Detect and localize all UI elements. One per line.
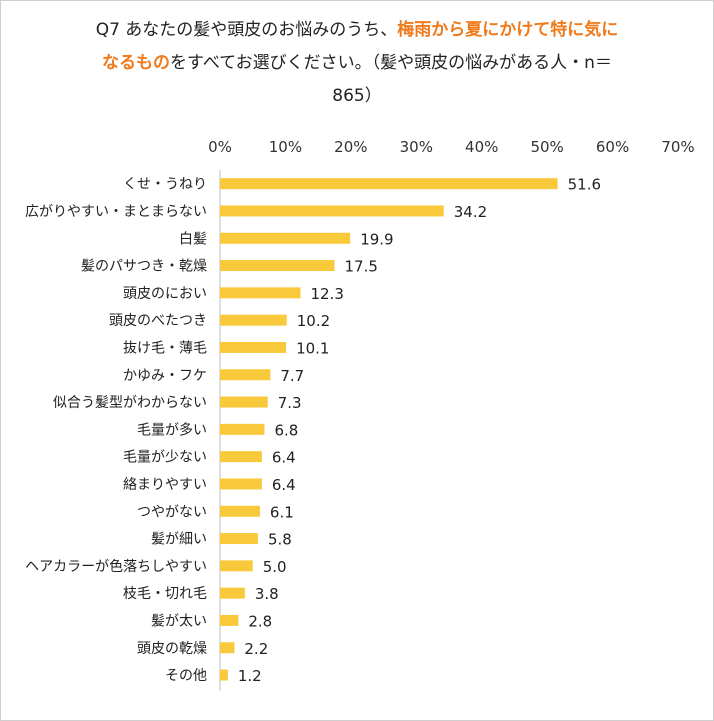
value-label: 5.0: [263, 558, 287, 576]
x-tick-label: 20%: [334, 138, 367, 156]
category-label: 似合う髪型がわからない: [53, 395, 207, 411]
bar: [220, 614, 239, 626]
value-labels: 51.6 34.2 19.9 17.512.3 10.2 10.1 7.7 7.3 6.8 6.4…: [238, 176, 601, 685]
value-label: 6.4: [272, 476, 296, 494]
category-label: その他: [165, 668, 207, 684]
bars: [220, 178, 558, 681]
bar: [220, 396, 268, 408]
category-label: 抜け毛・薄毛: [123, 340, 207, 356]
category-label: 広がりやすい・まとまらない: [25, 204, 207, 220]
bar: [220, 369, 271, 381]
bar: [220, 669, 228, 681]
value-label: 10.1: [296, 339, 329, 357]
bar: [220, 451, 262, 463]
bar: [220, 560, 253, 572]
value-label: 19.9: [360, 230, 393, 248]
value-label: 12.3: [310, 285, 343, 303]
category-label: つやがない: [137, 504, 207, 520]
x-tick-label: 30%: [400, 138, 433, 156]
title-highlight-2: なるもの: [102, 53, 171, 73]
category-labels: くせ・うねり広がりやすい・まとまらない白髪髪のパサつき・乾燥頭皮のにおい頭皮のべ…: [25, 177, 207, 684]
category-label: ヘアカラーが色落ちしやすい: [25, 558, 207, 575]
x-tick-label: 60%: [596, 138, 629, 156]
value-label: 2.8: [248, 612, 272, 630]
bar: [220, 287, 301, 299]
title-part-3: 865）: [332, 86, 382, 106]
bar: [220, 505, 260, 517]
x-tick-label: 40%: [465, 138, 498, 156]
title-part-2: をすべてお選びください。（髪や頭皮の悩みがある人・n＝: [170, 53, 612, 73]
category-label: 髪が細い: [151, 532, 207, 548]
value-label: 5.8: [268, 531, 292, 549]
title-part-1: Q7 あなたの髪や頭皮のお悩みのうち、: [95, 20, 398, 40]
value-label: 6.8: [274, 421, 298, 439]
category-label: 枝毛・切れ毛: [123, 586, 207, 602]
bar: [220, 314, 287, 326]
category-label: 頭皮の乾燥: [137, 641, 207, 657]
bar: [220, 478, 262, 490]
category-label: 頭皮のにおい: [123, 286, 207, 302]
x-tick-label: 70%: [661, 138, 694, 156]
category-label: かゆみ・フケ: [123, 368, 207, 384]
bar: [220, 260, 335, 272]
x-tick-label: 50%: [530, 138, 563, 156]
chart-title: Q7 あなたの髪や頭皮のお悩みのうち、梅雨から夏にかけて特に気に なるものをすべ…: [20, 14, 694, 113]
value-label: 3.8: [255, 585, 279, 603]
category-label: 絡まりやすい: [123, 477, 207, 493]
category-label: 髪が太い: [151, 613, 207, 629]
bar: [220, 232, 351, 244]
value-label: 2.2: [244, 640, 268, 658]
category-label: 毛量が少ない: [123, 450, 207, 466]
category-label: 髪のパサつき・乾燥: [81, 259, 207, 275]
title-highlight-1: 梅雨から夏にかけて特に気に: [397, 20, 619, 40]
bar: [220, 205, 444, 217]
x-tick-label: 0%: [208, 138, 232, 156]
value-label: 34.2: [454, 203, 487, 221]
bar: [220, 533, 258, 545]
value-label: 51.6: [568, 176, 601, 194]
bar: [220, 341, 287, 353]
bar: [220, 423, 265, 435]
x-axis-ticks: 0% 10% 20% 30% 40% 50% 60% 70%: [208, 138, 695, 156]
value-label: 6.4: [272, 449, 296, 467]
bar: [220, 587, 245, 599]
category-label: くせ・うねり: [123, 177, 207, 193]
value-label: 17.5: [345, 258, 378, 276]
x-tick-label: 10%: [269, 138, 302, 156]
value-label: 6.1: [270, 503, 294, 521]
bar: [220, 178, 558, 190]
value-label: 7.3: [278, 394, 302, 412]
category-label: 毛量が多い: [137, 421, 207, 438]
value-label: 10.2: [297, 312, 330, 330]
category-label: 白髪: [179, 231, 207, 247]
bar: [220, 642, 235, 654]
value-label: 7.7: [280, 367, 304, 385]
value-label: 1.2: [238, 667, 262, 685]
category-label: 頭皮のべたつき: [109, 313, 207, 329]
